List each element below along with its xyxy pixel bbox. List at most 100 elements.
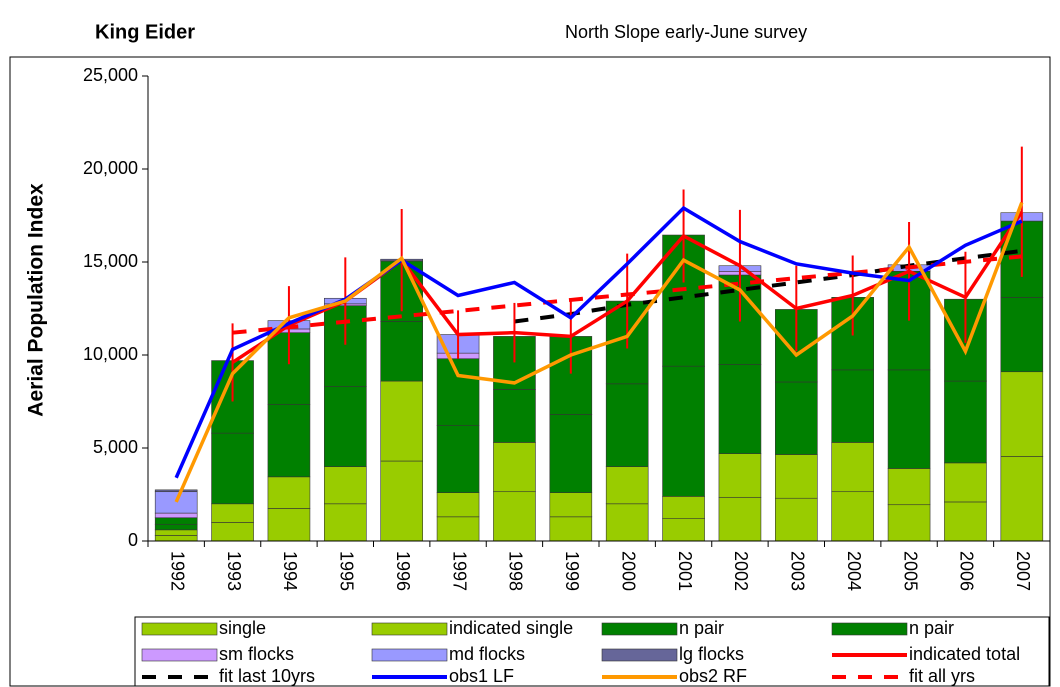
bar-segment [154, 489, 198, 493]
bar-segment [831, 491, 874, 542]
legend-swatch [831, 622, 908, 636]
legend-label: obs2 RF [679, 666, 747, 686]
bar-segment [267, 476, 311, 509]
bar-segment [324, 466, 367, 505]
y-tick-label: 10,000 [83, 344, 138, 364]
bar-segment [1000, 456, 1044, 542]
bar-segment [662, 365, 705, 497]
x-tick-label: 1993 [224, 551, 244, 591]
legend-label: indicated single [449, 618, 573, 638]
legend-label: n pair [679, 618, 724, 638]
bar-segment [493, 491, 536, 542]
bar-segment [154, 512, 198, 519]
x-tick-label: 2001 [675, 551, 695, 591]
bar-segment [944, 501, 987, 542]
bar-segment [775, 497, 818, 542]
x-tick-label: 1995 [337, 551, 357, 591]
chart-title: King Eider [95, 21, 195, 43]
bar-segment [549, 516, 593, 542]
bar-segment [775, 381, 818, 455]
bar-segment [662, 496, 705, 519]
x-tick-label: 2000 [618, 551, 638, 591]
bar-segment [718, 453, 762, 498]
bar-segment [605, 466, 649, 505]
y-tick-label: 25,000 [83, 65, 138, 85]
x-tick-label: 2006 [957, 551, 977, 591]
chart-subtitle: North Slope early-June survey [565, 22, 807, 42]
bar-segment [887, 504, 931, 542]
legend-swatch [371, 622, 448, 636]
bar-segment [1000, 297, 1044, 373]
x-tick-label: 2007 [1013, 551, 1033, 591]
legend-label: obs1 LF [449, 666, 514, 686]
bar-segment [380, 321, 423, 382]
legend-label: fit last 10yrs [219, 666, 315, 686]
bar-segment [380, 460, 423, 542]
x-tick-label: 2003 [788, 551, 808, 591]
bar-segment [605, 383, 649, 467]
bar-segment [436, 516, 480, 542]
x-tick-label: 1997 [449, 551, 469, 591]
bar-segment [831, 369, 874, 443]
bar-segment [549, 492, 593, 518]
bar-segment [436, 425, 480, 493]
x-tick-label: 1996 [393, 551, 413, 591]
bar-segment [211, 503, 254, 523]
bar-segment [154, 491, 198, 514]
bar-segment [718, 363, 762, 454]
legend-label: md flocks [449, 644, 525, 664]
bar-segment [605, 503, 649, 542]
y-tick-label: 5,000 [93, 437, 138, 457]
bar-segment [154, 529, 198, 536]
bar-segment [944, 462, 987, 503]
line-series [174, 201, 1024, 503]
legend-swatch [601, 622, 678, 636]
bar-segment [267, 332, 311, 405]
y-tick-label: 0 [128, 530, 138, 550]
bar-segment [1000, 371, 1044, 457]
y-axis-label: Aerial Population Index [25, 183, 48, 417]
legend-label: n pair [909, 618, 954, 638]
bar-segment [831, 442, 874, 493]
bar-segment [211, 432, 254, 505]
bar-segment [662, 518, 705, 542]
x-tick-label: 1994 [280, 551, 300, 591]
line-series [174, 205, 1023, 479]
legend-label: sm flocks [219, 644, 294, 664]
bar-segment [154, 523, 198, 531]
legend-label: indicated total [909, 644, 1020, 664]
bar-segment [267, 508, 311, 542]
bar-segment [154, 535, 198, 542]
x-tick-label: 1992 [167, 551, 187, 591]
legend-label: single [219, 618, 266, 638]
bar-segment [436, 492, 480, 518]
legend-swatch [601, 648, 678, 662]
bar-segment [775, 454, 818, 499]
legend-swatch [141, 648, 218, 662]
bar-segment [324, 503, 367, 542]
bar-segment [380, 380, 423, 462]
legend-swatch [141, 622, 218, 636]
x-tick-label: 1998 [506, 551, 526, 591]
y-tick-label: 15,000 [83, 251, 138, 271]
bar-segment [493, 389, 536, 443]
bar-segment [887, 369, 931, 469]
bar-segment [718, 496, 762, 542]
y-tick-label: 20,000 [83, 158, 138, 178]
bar-segment [211, 522, 254, 542]
bar-segment [324, 386, 367, 467]
bar-segment [944, 380, 987, 464]
bar-segment [154, 517, 198, 525]
x-tick-label: 1999 [562, 551, 582, 591]
legend-label: lg flocks [679, 644, 744, 664]
bar-segment [493, 442, 536, 493]
bar-segment [549, 414, 593, 493]
legend-swatch [371, 648, 448, 662]
x-tick-label: 2004 [844, 551, 864, 591]
x-tick-label: 2002 [731, 551, 751, 591]
x-tick-label: 2005 [900, 551, 920, 591]
bar-segment [887, 468, 931, 506]
legend-label: fit all yrs [909, 666, 975, 686]
